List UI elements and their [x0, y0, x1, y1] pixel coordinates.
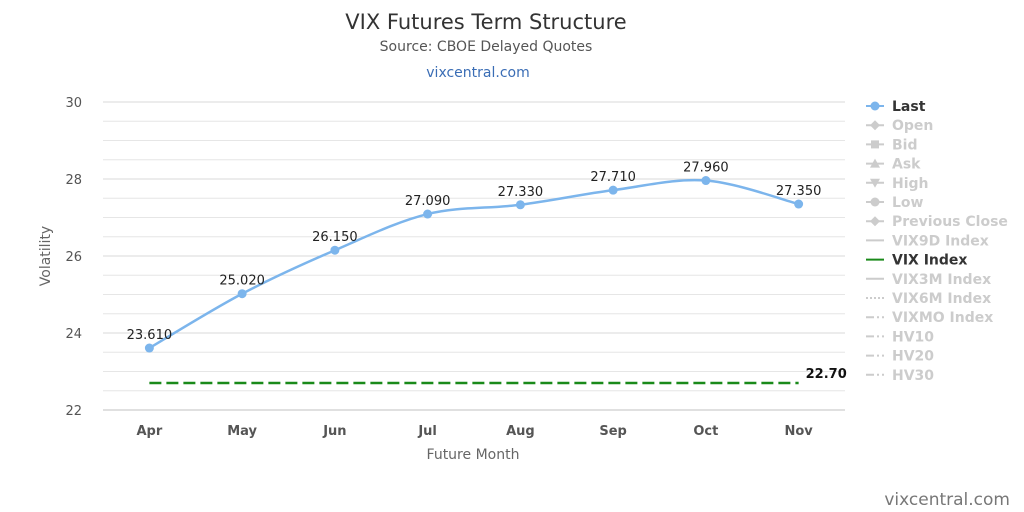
chart-subtitle: Source: CBOE Delayed Quotes: [380, 39, 593, 55]
last-data-point[interactable]: [144, 343, 154, 353]
x-tick-label: Sep: [599, 424, 627, 439]
vix-index-data-label: 22.70: [806, 367, 847, 382]
last-series-line: [148, 178, 799, 350]
last-data-point[interactable]: [330, 245, 340, 255]
legend-label: Previous Close: [892, 214, 1008, 230]
last-data-label: 27.960: [683, 161, 729, 176]
legend-item[interactable]: Open: [866, 118, 933, 134]
legend-item[interactable]: Last: [866, 99, 926, 115]
legend-item[interactable]: Low: [866, 195, 924, 211]
legend-label: Open: [892, 118, 933, 134]
legend-item[interactable]: HV10: [866, 329, 934, 345]
legend-label: Low: [892, 195, 924, 211]
legend-label: VIX3M Index: [892, 272, 991, 288]
legend: Last Open Bid Ask High Low Previous Close VIX9D…: [866, 99, 1008, 384]
legend-item[interactable]: HV20: [866, 349, 934, 365]
last-data-label: 25.020: [219, 274, 265, 289]
legend-label: Bid: [892, 137, 918, 153]
legend-item[interactable]: High: [866, 176, 929, 192]
last-data-point[interactable]: [794, 199, 804, 209]
legend-label: HV10: [892, 329, 934, 345]
y-axis-label: Volatility: [38, 226, 54, 286]
legend-triangle-down-icon: [870, 178, 880, 188]
last-data-label: 27.330: [498, 185, 544, 200]
grid: [103, 101, 845, 411]
legend-label: High: [892, 176, 929, 192]
y-tick-label: 30: [65, 96, 82, 111]
y-tick-label: 24: [65, 327, 82, 342]
last-data-label: 26.150: [312, 230, 358, 245]
x-tick-label: May: [227, 424, 257, 439]
legend-item[interactable]: VIX6M Index: [866, 291, 991, 307]
last-data-label: 27.090: [405, 194, 451, 209]
legend-label: VIX6M Index: [892, 291, 991, 307]
vix-index-series: 22.70: [149, 367, 847, 385]
legend-label: HV30: [892, 368, 934, 384]
legend-label: VIX9D Index: [892, 233, 989, 249]
legend-diamond-icon: [870, 216, 880, 227]
legend-square-icon: [871, 140, 879, 149]
legend-triangle-icon: [870, 158, 880, 168]
x-tick-label: Jul: [417, 424, 437, 439]
legend-label: Last: [892, 99, 926, 115]
legend-item[interactable]: Ask: [866, 157, 921, 173]
x-tick-label: Aug: [506, 424, 535, 439]
x-tick-label: Jun: [322, 424, 346, 439]
legend-circle-icon: [870, 197, 880, 207]
legend-label: Ask: [892, 157, 921, 173]
last-data-point[interactable]: [701, 176, 711, 186]
credit-text[interactable]: vixcentral.com: [884, 490, 1010, 510]
x-axis-label: Future Month: [427, 447, 520, 463]
x-axis-ticks: Apr May Jun Jul Aug Sep Oct Nov: [136, 424, 813, 439]
last-data-point[interactable]: [237, 289, 247, 299]
last-data-label: 27.710: [590, 170, 636, 185]
legend-item[interactable]: VIX3M Index: [866, 272, 991, 288]
y-axis-ticks: 22 24 26 28 30: [65, 96, 82, 419]
y-tick-label: 28: [65, 173, 82, 188]
last-data-label: 23.610: [127, 328, 173, 343]
legend-item[interactable]: HV30: [866, 368, 934, 384]
x-tick-label: Apr: [136, 424, 162, 439]
y-tick-label: 26: [65, 250, 82, 265]
legend-item[interactable]: VIX Index: [866, 253, 967, 269]
last-data-point[interactable]: [423, 209, 433, 219]
legend-item[interactable]: VIX9D Index: [866, 233, 989, 249]
legend-label: HV20: [892, 349, 934, 365]
legend-item[interactable]: Bid: [866, 137, 918, 153]
last-data-point[interactable]: [515, 200, 525, 210]
legend-item[interactable]: Previous Close: [866, 214, 1008, 230]
last-data-label: 27.350: [776, 184, 822, 199]
y-tick-label: 22: [65, 404, 82, 419]
last-data-point[interactable]: [608, 185, 618, 195]
chart-title: VIX Futures Term Structure: [345, 10, 626, 34]
source-link[interactable]: vixcentral.com: [426, 65, 529, 81]
legend-item[interactable]: VIXMO Index: [866, 310, 993, 326]
legend-label: VIXMO Index: [892, 310, 993, 326]
legend-circle-icon: [870, 101, 880, 111]
legend-diamond-icon: [870, 120, 880, 131]
last-series: 23.610 25.020 26.150 27.090 27.330 27.710 27.9…: [127, 161, 822, 353]
x-tick-label: Oct: [693, 424, 718, 439]
legend-label: VIX Index: [892, 253, 967, 269]
x-tick-label: Nov: [784, 424, 813, 439]
